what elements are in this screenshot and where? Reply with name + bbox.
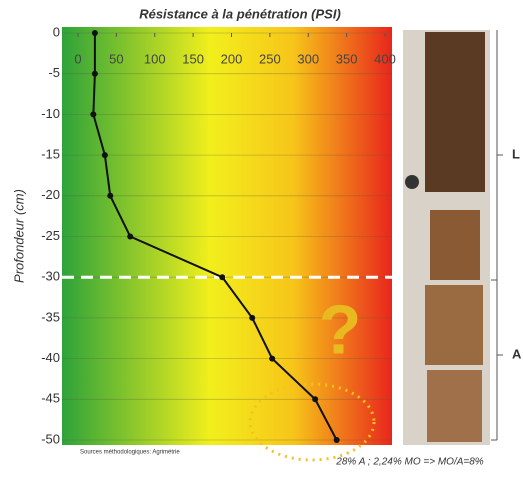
data-point (249, 314, 256, 321)
y-tick-label: -15 (41, 147, 60, 162)
source-note: Sources méthodologiques: Agrimétrie (80, 450, 180, 456)
layer-label: L (512, 146, 520, 161)
y-tick-label: 0 (53, 24, 60, 39)
x-tick-label: 150 (182, 51, 204, 66)
y-tick-label: -50 (41, 431, 60, 446)
data-point (91, 70, 98, 77)
x-tick-label: 300 (297, 51, 319, 66)
chart-title: Résistance à la pénétration (PSI) (139, 6, 341, 21)
highlight-circle (248, 382, 376, 462)
x-tick-label: 350 (336, 51, 358, 66)
data-point (91, 30, 98, 36)
x-tick-label: 250 (259, 51, 281, 66)
y-tick-label: -10 (41, 106, 60, 121)
y-tick-label: -40 (41, 350, 60, 365)
x-tick-label: 50 (109, 51, 123, 66)
data-point (219, 274, 226, 281)
x-tick-label: 400 (374, 51, 396, 66)
data-point (312, 396, 319, 403)
data-point (90, 111, 97, 118)
question-mark: ? (319, 290, 362, 368)
data-point (101, 152, 108, 159)
x-tick-label: 200 (221, 51, 243, 66)
y-tick-label: -35 (41, 309, 60, 324)
x-tick-label: 0 (74, 51, 81, 66)
y-tick-label: -20 (41, 187, 60, 202)
y-tick-label: -5 (48, 65, 60, 80)
y-axis-label: Profondeur (cm) (11, 189, 26, 283)
caption: 28% A ; 2,24% MO => MO/A=8% (335, 457, 483, 468)
soil-photo (403, 30, 490, 445)
y-tick-label: -45 (41, 391, 60, 406)
x-tick-label: 100 (144, 51, 166, 66)
data-point (127, 233, 134, 240)
layer-bracket (491, 30, 503, 441)
data-point (269, 355, 276, 362)
layer-label: A (512, 346, 522, 361)
y-tick-label: -30 (41, 269, 60, 284)
data-point (333, 437, 340, 443)
data-point (107, 192, 114, 199)
y-tick-label: -25 (41, 228, 60, 243)
plot-background (62, 27, 392, 445)
